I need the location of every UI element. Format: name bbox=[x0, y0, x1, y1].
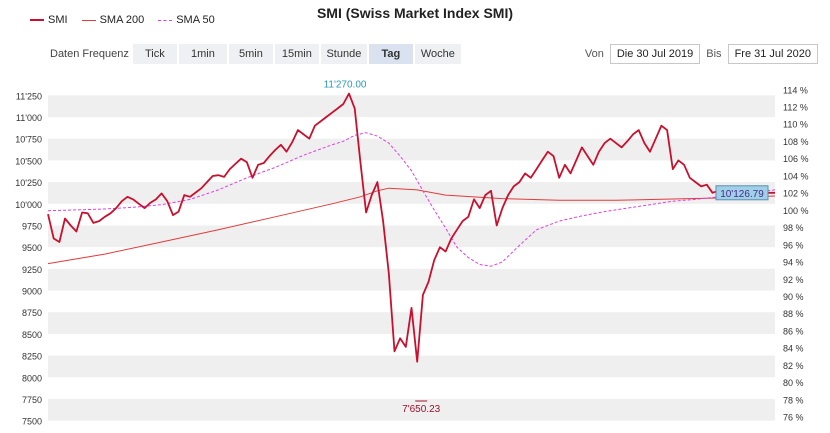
y2-tick-label: 86 % bbox=[783, 326, 804, 336]
last-value-label: 10'126.79 bbox=[720, 189, 764, 200]
series-line-sma200 bbox=[47, 187, 776, 265]
date-from-input[interactable]: Die 30 Jul 2019 bbox=[609, 44, 701, 64]
y2-tick-label: 106 % bbox=[783, 154, 809, 164]
y-tick-label: 9000 bbox=[22, 287, 42, 297]
y2-tick-label: 90 % bbox=[783, 292, 804, 302]
legend-item-sma200[interactable]: SMA 200 bbox=[81, 14, 145, 26]
y2-tick-label: 76 % bbox=[783, 413, 804, 423]
y2-tick-label: 78 % bbox=[783, 395, 804, 405]
grid-band bbox=[48, 95, 775, 118]
y-tick-label: 8750 bbox=[22, 308, 42, 318]
max-value-label: 11'270.00 bbox=[324, 80, 367, 91]
chart-title: SMI (Swiss Market Index SMI) bbox=[316, 5, 514, 21]
chart-legend: SMI SMA 200 SMA 50 bbox=[30, 14, 215, 26]
frequency-selector: Daten Frequenz Tick 1min 5min 15min Stun… bbox=[50, 44, 463, 64]
date-from-label: Von bbox=[584, 48, 604, 60]
y2-tick-label: 108 % bbox=[783, 137, 809, 147]
min-value-label: 7'650.23 bbox=[402, 404, 440, 415]
grid-band bbox=[48, 398, 775, 421]
y2-tick-label: 80 % bbox=[783, 378, 804, 388]
legend-item-sma50[interactable]: SMA 50 bbox=[158, 14, 215, 26]
last-value-box bbox=[715, 185, 769, 201]
freq-button-tag[interactable]: Tag bbox=[368, 44, 413, 64]
grid-band bbox=[48, 312, 775, 334]
y-tick-label: 8500 bbox=[22, 330, 42, 340]
y2-tick-label: 82 % bbox=[783, 361, 804, 371]
y2-tick-label: 100 % bbox=[783, 206, 809, 216]
y-tick-label: 9750 bbox=[22, 221, 42, 231]
y2-tick-label: 104 % bbox=[783, 171, 809, 181]
legend-swatch-sma200 bbox=[81, 19, 96, 21]
freq-button-15min[interactable]: 15min bbox=[274, 44, 319, 64]
legend-swatch-smi bbox=[30, 19, 44, 21]
y2-tick-label: 114 % bbox=[783, 85, 808, 95]
y2-tick-label: 110 % bbox=[783, 120, 808, 130]
y-tick-label: 9250 bbox=[22, 265, 42, 275]
y-tick-label: 11'000 bbox=[16, 113, 42, 123]
freq-button-woche[interactable]: Woche bbox=[414, 44, 461, 64]
y2-tick-label: 98 % bbox=[783, 223, 804, 233]
freq-button-5min[interactable]: 5min bbox=[228, 44, 273, 64]
grid-band bbox=[48, 225, 775, 248]
date-range: Von Die 30 Jul 2019 Bis Fre 31 Jul 2020 bbox=[579, 44, 818, 64]
series-line-smi bbox=[47, 92, 775, 363]
grid-band bbox=[48, 182, 775, 204]
y-tick-label: 8250 bbox=[22, 352, 42, 362]
y-tick-label: 8000 bbox=[22, 373, 42, 383]
y2-tick-label: 102 % bbox=[783, 189, 809, 199]
series-line-sma50 bbox=[47, 132, 776, 267]
grid-band bbox=[48, 138, 775, 161]
grid-band bbox=[48, 355, 775, 378]
legend-label-sma200: SMA 200 bbox=[99, 14, 145, 26]
legend-item-smi[interactable]: SMI bbox=[30, 14, 68, 26]
y2-tick-label: 112 % bbox=[783, 102, 808, 112]
y-tick-label: 9500 bbox=[22, 243, 42, 253]
y2-tick-label: 92 % bbox=[783, 275, 804, 285]
y-tick-label: 11'250 bbox=[16, 91, 42, 101]
y-tick-label: 7500 bbox=[22, 417, 42, 427]
grid-band bbox=[48, 268, 775, 291]
legend-swatch-sma50 bbox=[158, 19, 173, 21]
freq-button-1min[interactable]: 1min bbox=[178, 44, 227, 64]
freq-button-stunde[interactable]: Stunde bbox=[320, 44, 367, 64]
date-to-input[interactable]: Fre 31 Jul 2020 bbox=[727, 44, 818, 64]
y-tick-label: 10'500 bbox=[15, 156, 42, 166]
y-tick-label: 10'750 bbox=[15, 135, 42, 145]
freq-button-tick[interactable]: Tick bbox=[132, 44, 177, 64]
y-tick-label: 7750 bbox=[22, 395, 42, 405]
y2-tick-label: 84 % bbox=[783, 344, 804, 354]
y-tick-label: 10'000 bbox=[15, 200, 42, 210]
legend-label-sma50: SMA 50 bbox=[176, 14, 215, 26]
legend-label-smi: SMI bbox=[48, 14, 68, 26]
y-tick-label: 10'250 bbox=[15, 178, 42, 188]
frequency-label: Daten Frequenz bbox=[50, 48, 129, 60]
date-to-label: Bis bbox=[706, 48, 722, 60]
y2-tick-label: 94 % bbox=[783, 258, 804, 268]
y2-tick-label: 96 % bbox=[783, 240, 804, 250]
y2-tick-label: 88 % bbox=[783, 309, 804, 319]
